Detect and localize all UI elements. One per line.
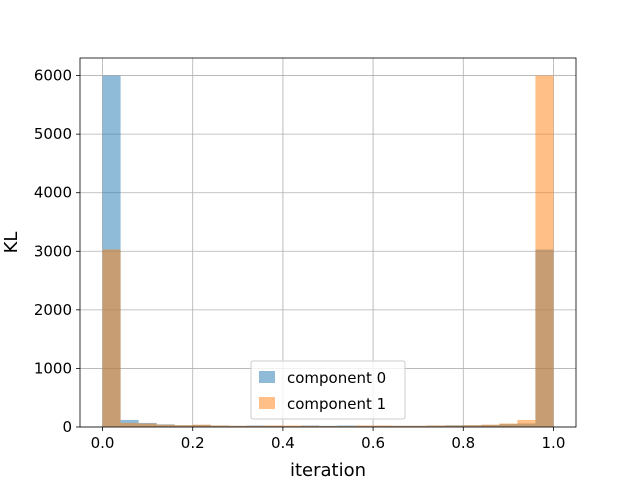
legend-label-component-1: component 1 [287,395,386,413]
histogram-bar-component-1 [481,424,500,427]
histogram-bar-component-1 [246,425,265,427]
y-tick-label: 0 [62,418,72,436]
y-tick-label: 5000 [34,125,72,143]
histogram-bar-component-1 [282,425,301,427]
legend-box [250,360,406,420]
y-tick-label: 1000 [34,359,72,377]
legend-swatch-component-1 [259,397,275,409]
histogram-bar-component-1 [192,424,211,427]
histogram-bar-component-1 [535,75,554,428]
histogram-bar-component-1 [102,249,121,427]
histogram-bars [102,75,554,428]
histogram-bar-component-1 [517,419,536,427]
histogram-bar-component-1 [264,425,283,427]
x-axis-label: iteration [290,460,366,480]
histogram-bar-component-1 [463,425,482,427]
x-tick-label: 0.4 [271,434,295,452]
histogram-bar-component-1 [300,425,319,427]
legend-label-component-0: component 0 [287,369,386,387]
y-tick-label: 6000 [34,67,72,85]
y-axis-label: KL [1,232,22,254]
axis-ticks: 0.0 0.2 0.4 0.6 0.8 1.0 0 1000 2000 3000 4000 5000 6… [34,67,566,452]
histogram-bar-component-1 [318,426,338,427]
x-tick-label: 0.6 [361,434,385,452]
histogram-bar-component-1 [445,425,464,427]
x-tick-label: 0.0 [91,434,115,452]
y-tick-label: 4000 [34,184,72,202]
histogram-bar-component-1 [373,425,392,427]
histogram-bar-component-1 [138,423,157,427]
histogram-bar-component-1 [427,425,446,427]
histogram-bar-component-1 [210,425,229,427]
histogram-bar-component-1 [355,425,374,427]
histogram-bar-component-1 [499,423,518,427]
histogram-bar-component-1 [391,425,410,427]
histogram-bar-component-1 [228,425,247,427]
y-tick-label: 3000 [34,242,72,260]
histogram-bar-component-1 [337,426,356,427]
histogram-bar-component-1 [156,424,175,427]
legend: component 0 component 1 [250,360,406,420]
histogram-bar-component-1 [174,425,193,427]
y-tick-label: 2000 [34,301,72,319]
plot-area-frame [79,57,577,428]
x-tick-label: 0.2 [181,434,205,452]
legend-swatch-component-0 [259,371,275,383]
histogram-bar-component-1 [409,425,428,427]
x-tick-label: 1.0 [542,434,566,452]
x-tick-label: 0.8 [451,434,475,452]
histogram-bar-component-1 [120,422,139,427]
